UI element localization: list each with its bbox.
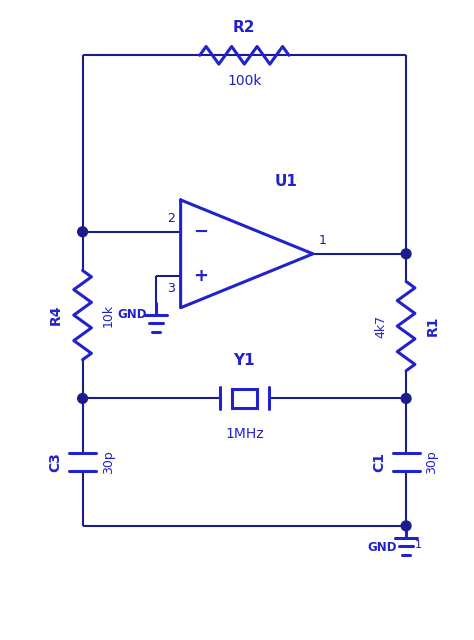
Text: −: − bbox=[192, 223, 208, 241]
Text: U1: U1 bbox=[274, 174, 298, 189]
Text: 4k7: 4k7 bbox=[374, 315, 387, 338]
Text: GND: GND bbox=[118, 308, 147, 321]
Circle shape bbox=[401, 394, 411, 403]
Circle shape bbox=[401, 521, 411, 531]
Text: +: + bbox=[193, 267, 208, 285]
Text: C1: C1 bbox=[372, 452, 386, 472]
Text: 1: 1 bbox=[319, 234, 327, 246]
Text: 3: 3 bbox=[167, 282, 175, 294]
Text: 2: 2 bbox=[167, 212, 175, 225]
Text: Y1: Y1 bbox=[234, 353, 255, 368]
Text: R1: R1 bbox=[426, 316, 440, 337]
Circle shape bbox=[78, 394, 88, 403]
Text: 100k: 100k bbox=[227, 74, 262, 88]
Text: 10k: 10k bbox=[101, 303, 115, 326]
Circle shape bbox=[401, 249, 411, 259]
Text: 30p: 30p bbox=[101, 451, 115, 474]
Bar bbox=[232, 389, 256, 408]
Text: 1MHz: 1MHz bbox=[225, 427, 264, 441]
Text: 30p: 30p bbox=[425, 451, 438, 474]
Text: R4: R4 bbox=[49, 305, 63, 325]
Text: GND: GND bbox=[368, 541, 397, 554]
Text: R2: R2 bbox=[233, 20, 255, 35]
Text: 1: 1 bbox=[415, 540, 422, 550]
Circle shape bbox=[78, 227, 88, 237]
Text: C3: C3 bbox=[49, 452, 63, 472]
